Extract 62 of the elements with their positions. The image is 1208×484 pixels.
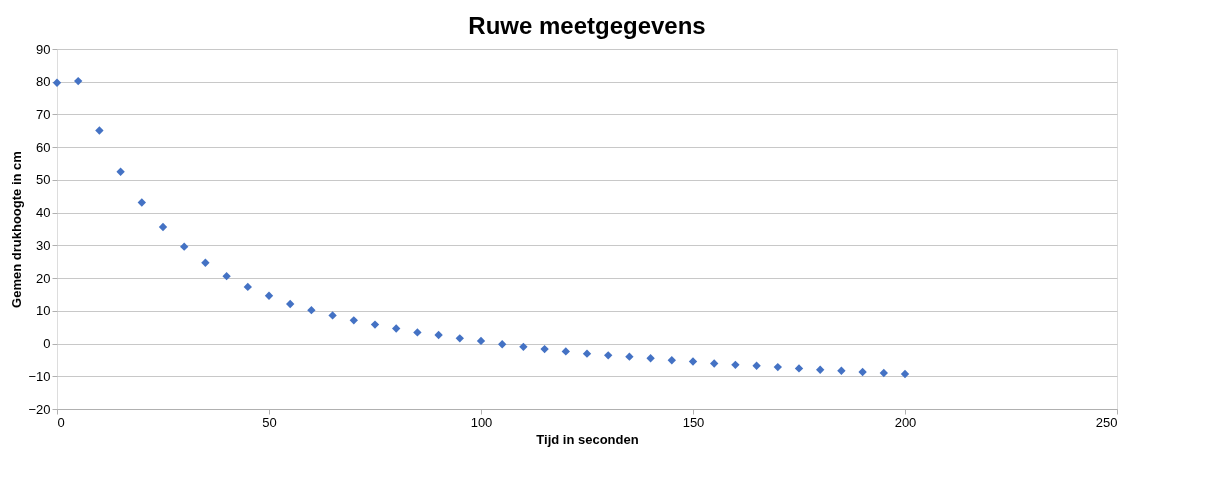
x-tick-label: 200: [894, 414, 917, 430]
point: [710, 359, 719, 368]
y-tick-label: 0: [43, 336, 51, 352]
y-axis-title: Gemen drukhoogte in cm: [9, 151, 25, 308]
point: [646, 354, 655, 363]
point: [773, 362, 782, 372]
point: [837, 366, 846, 375]
point: [816, 365, 825, 374]
y-tick-label: 80: [36, 74, 51, 90]
y-tick-label: 60: [36, 139, 51, 155]
y-tick-label: 30: [36, 237, 51, 253]
point: [582, 349, 592, 358]
y-tick-label: 50: [36, 172, 51, 188]
point: [625, 352, 634, 361]
point: [392, 324, 401, 333]
chart-title: Ruwe meetgegevens: [468, 12, 706, 39]
point: [413, 328, 422, 337]
point: [370, 320, 380, 329]
y-tick-label: −20: [28, 401, 51, 417]
point: [561, 347, 570, 356]
x-tick-label: 250: [1095, 414, 1118, 430]
point: [74, 76, 83, 86]
point: [116, 167, 125, 176]
x-tick-label: 150: [682, 414, 705, 430]
point: [328, 311, 337, 320]
point: [158, 222, 168, 232]
point: [180, 242, 189, 251]
point: [540, 344, 549, 354]
point: [434, 330, 443, 340]
point: [349, 316, 358, 325]
point: [243, 282, 252, 292]
point: [307, 305, 316, 315]
x-tick-label: 0: [57, 414, 65, 430]
point: [879, 368, 888, 378]
y-tick-label: 20: [36, 270, 51, 286]
point: [95, 126, 104, 135]
point: [52, 78, 62, 87]
point: [794, 364, 804, 373]
point: [286, 299, 295, 309]
point: [667, 356, 676, 365]
point: [858, 367, 867, 377]
point: [498, 340, 507, 349]
point: [900, 369, 910, 379]
y-tick-label: 40: [36, 205, 51, 221]
point: [222, 271, 231, 281]
point: [201, 258, 210, 267]
point: [519, 342, 528, 351]
x-tick-label: 100: [470, 414, 493, 430]
point: [264, 291, 274, 300]
y-tick-label: 70: [36, 106, 51, 122]
point: [455, 334, 464, 343]
point: [137, 198, 146, 207]
y-tick-label: −10: [28, 368, 51, 384]
point: [731, 360, 740, 369]
x-axis-title: Tijd in seconden: [536, 431, 639, 447]
point: [604, 351, 613, 360]
y-tick-label: 90: [36, 41, 51, 57]
point: [688, 357, 698, 366]
point: [752, 361, 761, 370]
x-tick-label: 50: [262, 414, 277, 430]
y-tick-label: 10: [36, 303, 51, 319]
point: [476, 336, 486, 346]
